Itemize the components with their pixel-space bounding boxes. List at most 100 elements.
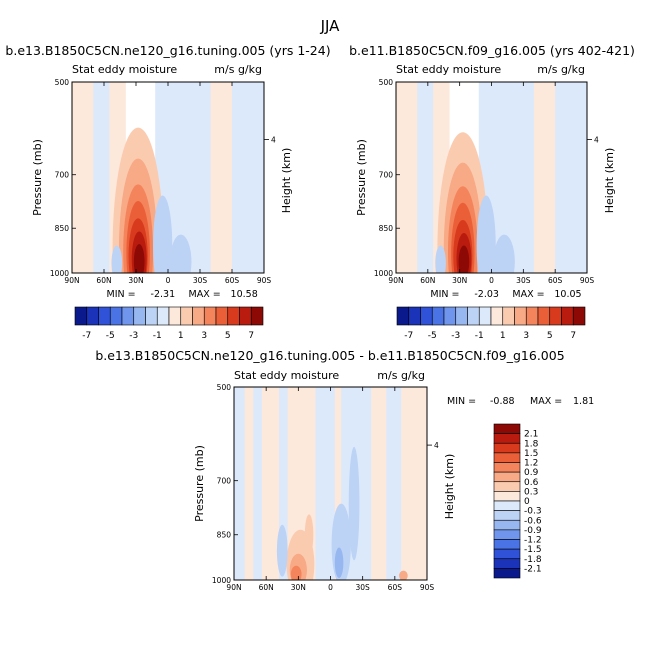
colorbar-label: 7 xyxy=(570,331,576,341)
background-band xyxy=(261,387,280,580)
x-tick-label: 0 xyxy=(489,276,494,285)
y-tick-label: 700 xyxy=(379,171,394,180)
x-tick-label: 30S xyxy=(516,276,531,285)
contour-region xyxy=(290,565,302,580)
colorbar-label: 3 xyxy=(201,331,207,341)
colorbar-label: -3 xyxy=(129,331,138,341)
x-tick-label: 90S xyxy=(420,583,435,592)
min-value: -0.88 xyxy=(490,396,515,407)
contour-region xyxy=(334,547,344,578)
colorbar-label: 5 xyxy=(225,331,231,341)
colorbar-box xyxy=(455,306,468,326)
colorbar-label: 0 xyxy=(524,497,530,507)
colorbar-box xyxy=(168,306,182,326)
contour-region xyxy=(276,524,288,577)
colorbar-box xyxy=(493,519,521,531)
background-band xyxy=(555,82,587,273)
variable-label: Stat eddy moisture xyxy=(396,63,501,76)
background-band xyxy=(244,387,254,580)
units-label: m/s g/kg xyxy=(377,369,425,382)
contour-field xyxy=(396,82,587,273)
y-tick-label: 850 xyxy=(379,224,394,233)
y-tick-label: 1000 xyxy=(50,269,69,278)
colorbar-label: -5 xyxy=(106,331,115,341)
colorbar-box xyxy=(239,306,252,326)
x-tick-label: 90N xyxy=(226,583,241,592)
x-tick-label: 90S xyxy=(257,276,272,285)
background-band xyxy=(401,387,427,580)
background-band xyxy=(386,387,402,580)
max-label: MAX = xyxy=(189,289,221,300)
x-tick-label: 60N xyxy=(96,276,111,285)
colorbar-label: -1.5 xyxy=(524,545,542,555)
colorbar-box xyxy=(514,306,527,326)
max-value: 1.81 xyxy=(573,396,594,407)
colorbar-box xyxy=(250,306,264,326)
y-tick-label: 500 xyxy=(55,78,70,87)
background-band xyxy=(371,387,387,580)
colorbar-box xyxy=(493,423,521,434)
x-tick-label: 90N xyxy=(388,276,403,285)
colorbar-box xyxy=(121,306,135,326)
colorbar-box xyxy=(525,306,539,326)
contour-region xyxy=(348,446,360,561)
contour-region xyxy=(111,245,123,273)
colorbar-label: -3 xyxy=(451,331,460,341)
colorbar-box xyxy=(493,500,521,511)
y-tick-label: 850 xyxy=(217,531,232,540)
colorbar-box xyxy=(561,306,574,326)
y2-tick-label: 4 xyxy=(594,135,599,144)
colorbar-label: 0.9 xyxy=(524,468,539,478)
variable-label: Stat eddy moisture xyxy=(72,63,177,76)
colorbar-label: 3 xyxy=(523,331,529,341)
min-label: MIN = xyxy=(107,289,136,300)
colorbar-box xyxy=(493,481,521,492)
colorbar-label: -7 xyxy=(82,331,91,341)
min-label: MIN = xyxy=(447,396,476,407)
colorbar-box xyxy=(408,306,421,326)
colorbar-box xyxy=(490,306,504,326)
y-tick-label: 700 xyxy=(217,477,232,486)
y-axis-label: Pressure (mb) xyxy=(31,139,44,216)
colorbar-label: -1 xyxy=(153,331,162,341)
min-value: -2.03 xyxy=(474,289,499,300)
colorbar-label: 1.5 xyxy=(524,449,538,459)
colorbar-box xyxy=(227,306,240,326)
colorbar-label: -7 xyxy=(404,331,413,341)
y-axis-label: Pressure (mb) xyxy=(193,445,206,522)
colorbar-box xyxy=(493,529,521,540)
panel-3: b.e13.B1850C5CN.ne120_g16.tuning.005 - b… xyxy=(95,348,594,592)
background-band xyxy=(315,387,336,580)
contour-region xyxy=(458,245,470,273)
contour-region xyxy=(153,195,173,273)
colorbar-label: 1.2 xyxy=(524,459,538,469)
colorbar-box xyxy=(493,510,521,521)
colorbar-box xyxy=(493,452,521,463)
colorbar-label: 2.1 xyxy=(524,430,538,440)
background-band xyxy=(93,82,110,273)
colorbar-box xyxy=(493,539,521,550)
colorbar-label: -1.2 xyxy=(524,536,542,546)
colorbar-box xyxy=(549,306,562,326)
colorbar-label: 1.8 xyxy=(524,439,539,449)
x-tick-label: 60N xyxy=(420,276,435,285)
colorbar-box xyxy=(145,306,158,326)
colorbar-label: 5 xyxy=(547,331,553,341)
max-value: 10.05 xyxy=(554,289,581,300)
colorbar-box xyxy=(502,306,515,326)
x-tick-label: 30N xyxy=(128,276,143,285)
x-tick-label: 0 xyxy=(166,276,171,285)
y-tick-label: 500 xyxy=(379,78,394,87)
colorbar-box xyxy=(420,306,433,326)
y2-axis-label: Height (km) xyxy=(603,148,616,214)
background-band xyxy=(232,82,264,273)
background-band xyxy=(234,387,246,580)
colorbar-label: -0.6 xyxy=(524,516,542,526)
contour-region xyxy=(133,243,145,273)
variable-label: Stat eddy moisture xyxy=(234,369,339,382)
colorbar-box xyxy=(180,306,193,326)
colorbar-label: -1.8 xyxy=(524,555,542,565)
max-label: MAX = xyxy=(512,289,544,300)
colorbar-box xyxy=(493,568,521,579)
colorbar-label: 0.3 xyxy=(524,487,538,497)
